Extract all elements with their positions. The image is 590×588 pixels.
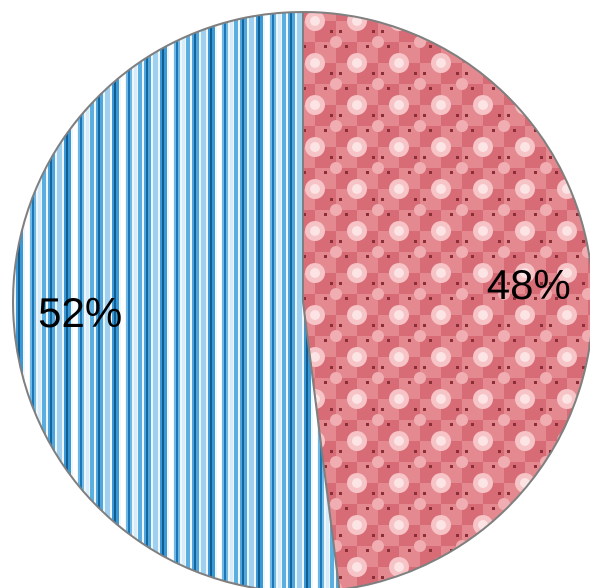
pie-slice-52pct xyxy=(12,10,341,588)
pie-labels: 48% 52% xyxy=(38,261,571,336)
pie-slice-label: 52% xyxy=(38,289,122,336)
pie-slice-label: 48% xyxy=(487,261,571,308)
pie-slice-48pct xyxy=(302,10,590,588)
pie-slices xyxy=(12,10,590,588)
